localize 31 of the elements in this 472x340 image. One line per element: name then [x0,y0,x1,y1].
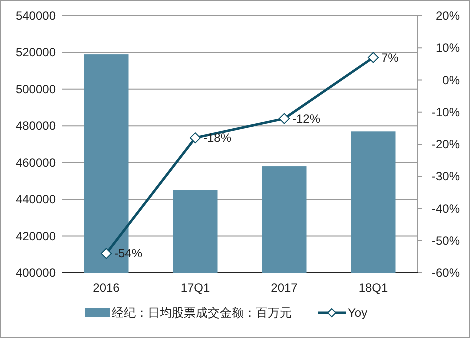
x-tick-label: 18Q1 [358,281,388,295]
y-tick-label: 540000 [16,9,56,23]
legend-label: Yoy [348,306,368,320]
point [279,113,290,124]
y-tick-label: 420000 [16,229,56,244]
y-tick-label: 460000 [16,156,56,170]
y-tick-label: 440000 [16,192,56,207]
data-label: 7% [382,50,400,65]
y-tick-label: 400000 [16,266,56,280]
data-label: -18% [204,131,232,146]
y2-tick-label: -60% [432,266,460,280]
y2-tick-label: 10% [436,41,460,56]
y2-tick-label: -20% [432,138,460,152]
point [368,52,379,64]
data-label: -12% [292,112,321,126]
y2-tick-label: -50% [432,234,460,248]
x-tick-label: 2017 [271,281,298,295]
data-label: -54% [114,246,143,261]
y2-tick-label: -10% [432,105,460,120]
y2-tick-label: 20% [436,9,460,23]
y2-tick-label: -40% [432,202,460,216]
y-tick-label: 500000 [16,82,56,96]
x-tick-label: 2016 [93,281,120,295]
legend-label: 经纪：日均股票成交金额：百万元 [112,306,292,320]
point [101,248,112,260]
y2-tick-label: -30% [432,170,460,184]
x-tick-label: 17Q1 [180,281,210,295]
y2-tick-label: 0% [442,73,460,88]
y-tick-label: 520000 [16,46,56,60]
point [190,132,201,144]
y-tick-label: 480000 [16,119,56,134]
